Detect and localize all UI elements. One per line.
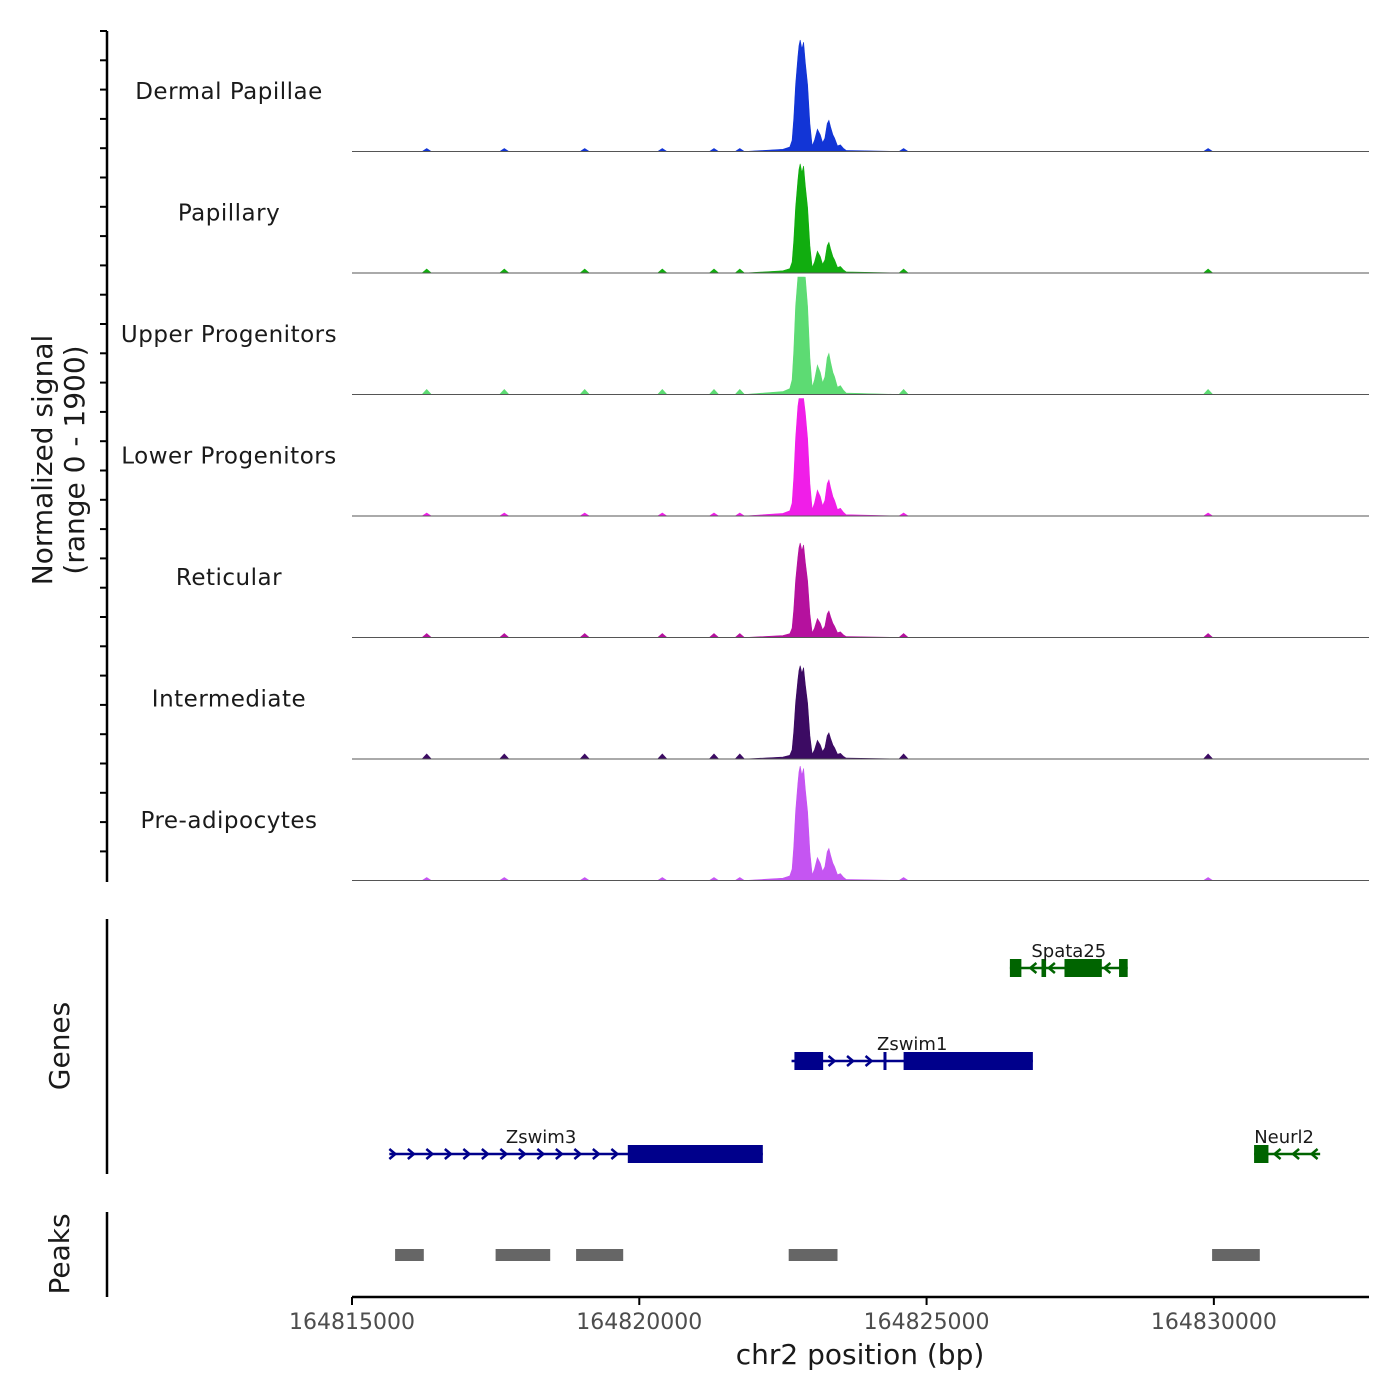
strand-arrow: [555, 1148, 564, 1160]
gene-label: Zswim3: [506, 1127, 576, 1148]
track-upper-progenitors: Upper Progenitors: [121, 276, 1369, 395]
track-pre-adipocytes: Pre-adipocytes: [140, 766, 1369, 881]
x-tick-label: 164830000: [1151, 1310, 1277, 1335]
peak-track: [395, 1249, 1260, 1261]
signal-y-label: Normalized signal: [26, 335, 59, 586]
track-label: Dermal Papillae: [135, 79, 323, 105]
gene-label: Spata25: [1031, 941, 1106, 962]
gene-exon: [903, 1052, 1033, 1070]
gene-exon: [627, 1145, 763, 1163]
strand-arrow: [407, 1148, 416, 1160]
strand-arrow: [1102, 962, 1112, 974]
track-dermal-papillae: Dermal Papillae: [135, 39, 1369, 152]
track-label: Reticular: [176, 565, 282, 591]
strand-arrow: [499, 1148, 509, 1160]
signal-range-label: (range 0 - 1900): [58, 345, 91, 574]
gene-zswim3: Zswim3: [388, 1127, 763, 1163]
gene-exon: [1009, 959, 1022, 977]
peak-region: [1212, 1249, 1260, 1261]
gene-exon: [883, 1052, 887, 1070]
gene-exon: [1064, 959, 1102, 977]
peak-region: [495, 1249, 551, 1261]
gene-label: Zswim1: [877, 1034, 947, 1055]
peak-region: [788, 1249, 838, 1261]
strand-arrow: [1272, 1148, 1282, 1160]
gene-neurl2: Neurl2: [1254, 1127, 1321, 1163]
strand-arrow: [444, 1148, 453, 1160]
gene-label: Neurl2: [1254, 1127, 1314, 1148]
coverage-area: [352, 163, 1369, 274]
strand-arrow: [388, 1148, 398, 1160]
coverage-area: [352, 766, 1369, 881]
x-tick-label: 164815000: [289, 1310, 415, 1335]
strand-arrow: [573, 1148, 583, 1160]
strand-arrow: [462, 1148, 472, 1160]
strand-arrow: [864, 1055, 874, 1067]
track-label: Lower Progenitors: [121, 444, 336, 470]
strand-arrow: [1309, 1148, 1319, 1160]
coverage-area: [352, 398, 1369, 517]
coverage-area: [352, 665, 1369, 760]
coverage-tracks: Dermal Papillae Papillary Upper Progenitor…: [121, 39, 1369, 881]
peak-region: [576, 1249, 624, 1261]
track-lower-progenitors: Lower Progenitors: [121, 398, 1369, 517]
x-axis-title: chr2 position (bp): [736, 1338, 985, 1371]
strand-arrow: [536, 1148, 546, 1160]
strand-arrow: [827, 1055, 837, 1067]
gene-zswim1: Zswim1: [791, 1034, 1033, 1070]
strand-arrow: [1046, 962, 1056, 974]
strand-arrow: [610, 1148, 620, 1160]
strand-arrow: [1028, 962, 1038, 974]
gene-exon: [794, 1052, 824, 1070]
track-intermediate: Intermediate: [152, 665, 1369, 760]
strand-arrow: [1291, 1148, 1300, 1160]
strand-arrow: [592, 1148, 601, 1160]
genes-y-label: Genes: [43, 1002, 76, 1090]
strand-arrow: [846, 1055, 856, 1067]
coverage-area: [352, 276, 1369, 395]
track-label: Pre-adipocytes: [140, 808, 317, 834]
gene-spata25: Spata25: [1009, 941, 1128, 977]
track-label: Upper Progenitors: [121, 322, 337, 348]
peak-region: [395, 1249, 424, 1261]
strand-arrow: [425, 1148, 435, 1160]
track-label: Intermediate: [152, 687, 306, 713]
peaks-y-label: Peaks: [43, 1213, 76, 1294]
track-papillary: Papillary: [178, 163, 1369, 274]
gene-exon: [1041, 959, 1047, 977]
x-tick-label: 164820000: [576, 1310, 702, 1335]
gene-track: Spata25 Zswim1 Zswim3 Neurl2: [388, 941, 1321, 1163]
gene-exon: [1254, 1145, 1269, 1163]
strand-arrow: [481, 1148, 490, 1160]
x-axis-ticks: 164815000 164820000 164825000 164830000: [289, 1297, 1277, 1335]
track-label: Papillary: [178, 201, 280, 227]
coverage-area: [352, 39, 1369, 152]
strand-arrow: [518, 1148, 527, 1160]
coverage-area: [352, 542, 1369, 638]
signal-y-ticks: [100, 30, 107, 853]
x-tick-label: 164825000: [864, 1310, 990, 1335]
track-reticular: Reticular: [176, 542, 1369, 638]
gene-exon: [1119, 959, 1128, 977]
